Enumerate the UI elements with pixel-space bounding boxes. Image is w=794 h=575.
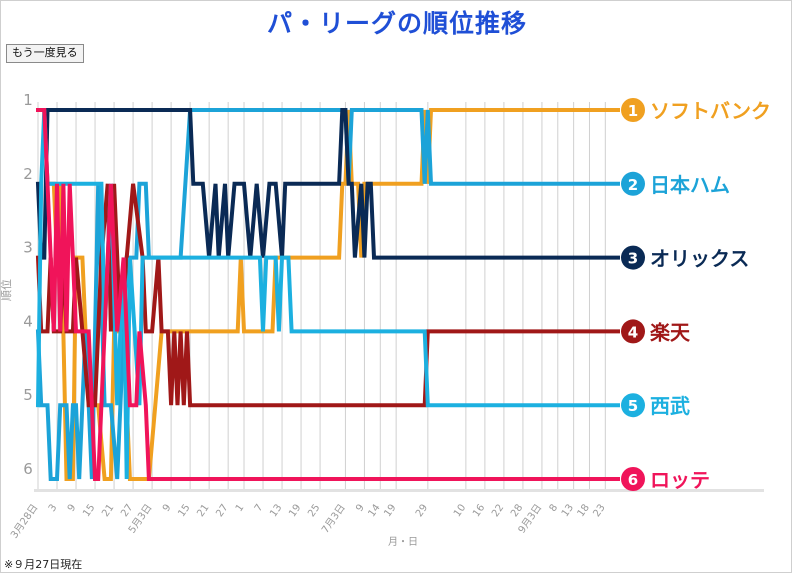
y-tick-label: 6 — [23, 460, 33, 478]
rank-number: 6 — [628, 471, 638, 489]
x-tick-label: 8 — [548, 502, 561, 514]
x-tick-label: 19 — [287, 502, 303, 519]
x-tick-label: 21 — [100, 502, 116, 519]
rank-circle-icon — [621, 171, 645, 196]
x-tick-label: 7月3日 — [319, 502, 348, 536]
replay-button[interactable]: もう一度見る — [6, 44, 84, 63]
x-tick-label: 22 — [490, 502, 506, 519]
y-tick-label: 2 — [23, 165, 33, 183]
x-tick-label: 21 — [195, 502, 211, 519]
x-tick-label: 16 — [471, 502, 487, 519]
y-tick-label: 3 — [23, 239, 33, 257]
x-tick-label: 15 — [81, 502, 97, 519]
series-name: オリックス — [650, 247, 749, 271]
x-tick-label: 10 — [452, 502, 468, 519]
y-axis: 1 2 3 4 5 6 — [23, 91, 33, 478]
x-axis-label: 月・日 — [388, 536, 418, 548]
y-tick-label: 5 — [23, 386, 33, 404]
x-tick-label: 18 — [576, 502, 592, 519]
x-tick-label: 14 — [366, 502, 382, 519]
series-name: ロッテ — [650, 468, 710, 492]
series-name: 西武 — [650, 394, 690, 418]
series-line — [35, 108, 620, 260]
rank-circle-icon — [621, 319, 645, 344]
x-tick-label: 27 — [119, 502, 135, 519]
x-tick-label: 13 — [560, 502, 576, 519]
rank-number: 4 — [628, 323, 638, 341]
x-tick-label: 27 — [214, 502, 230, 519]
series-line — [35, 109, 620, 480]
x-tick-label: 15 — [176, 502, 192, 519]
x-tick-label: 9 — [354, 502, 367, 514]
x-tick-label: 9 — [161, 502, 174, 514]
series-name: 日本ハム — [650, 173, 730, 197]
x-tick-label: 23 — [591, 502, 607, 519]
y-axis-label: 順位 — [0, 279, 13, 301]
x-tick-label: 1 — [234, 502, 247, 514]
x-axis-line — [34, 489, 764, 492]
x-tick-label: 3月28日 — [8, 502, 40, 541]
series-line — [36, 108, 620, 481]
y-tick-label: 4 — [23, 312, 33, 330]
series-line — [35, 108, 620, 481]
rank-circle-icon — [621, 467, 645, 491]
x-tick-label: 3 — [47, 502, 60, 514]
x-tick-label: 7 — [253, 502, 266, 514]
x-tick-label: 25 — [306, 502, 322, 519]
series-name: 楽天 — [650, 320, 691, 344]
x-tick-label: 28 — [509, 502, 525, 519]
footnote: ※９月27日現在 — [4, 558, 83, 571]
series-name: ソフトバンク — [650, 99, 771, 123]
rank-circle-icon — [621, 393, 645, 418]
series-lines — [35, 108, 620, 481]
rank-circle-icon — [621, 245, 645, 270]
rank-number: 1 — [628, 102, 638, 120]
x-tick-label: 13 — [268, 502, 284, 519]
y-tick-label: 1 — [23, 91, 33, 109]
rank-number: 5 — [628, 397, 638, 415]
rank-number: 2 — [628, 176, 638, 194]
rank-number: 3 — [628, 250, 638, 268]
x-tick-label: 19 — [382, 502, 398, 519]
rank-circle-icon — [621, 98, 645, 122]
x-tick-label: 9 — [66, 502, 79, 514]
chart-title: パ・リーグの順位推移 — [266, 9, 527, 38]
legend: 1 ソフトバンク 2 日本ハム 3 オリックス 4 楽天 5 西武 6 ロッテ — [621, 98, 771, 492]
x-tick-label: 29 — [414, 502, 430, 519]
